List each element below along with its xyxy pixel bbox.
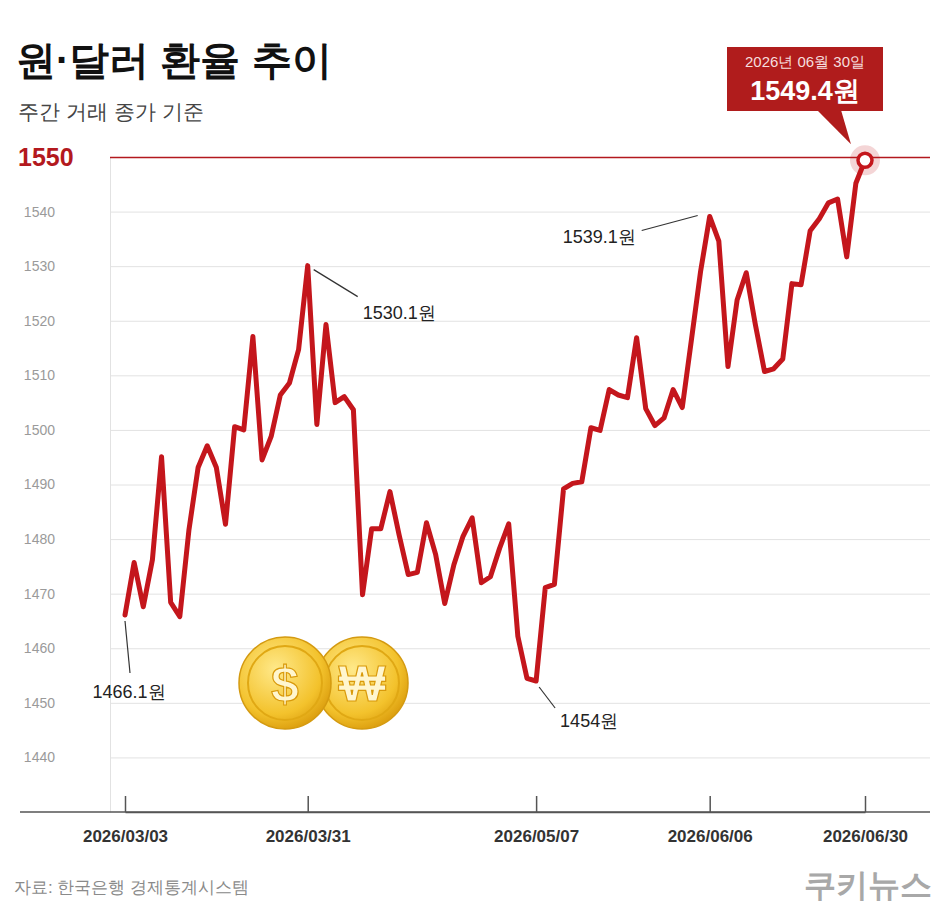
x-tick: 2026/05/07 [494,796,579,846]
y-tick: 1440 [24,749,930,765]
annotation-label: 1530.1원 [363,303,436,323]
coin-body [239,637,331,729]
source: 자료: 한국은행 경제통계시스템 [14,878,249,897]
grid-line [110,703,930,704]
y-tick: 1520 [24,313,930,329]
x-axis-line [126,812,866,814]
x-tick-mark [709,796,711,812]
callout: 2026년 06월 30일 1549.4원 [727,47,883,175]
y-tick-label: 1550 [18,143,74,171]
grid-line [110,485,930,486]
x-tick-mark [865,796,867,812]
x-tick-mark [536,796,538,812]
highlight-glow [850,145,880,175]
coin-rim [325,646,399,720]
callout-box [727,47,883,111]
y-tick: 1550 [18,143,930,171]
y-tick-label: 1460 [24,640,55,656]
grid-line [110,212,930,213]
y-tick-label: 1480 [24,531,55,547]
x-tick-mark [307,796,309,812]
x-tick-label: 2026/06/30 [823,827,908,846]
y-tick-label: 1540 [24,204,55,220]
y-tick-label: 1490 [24,476,55,492]
annotation-label: 1539.1원 [563,227,636,247]
y-axis: 1440 1450 1460 1470 1480 1490 1500 1510 1520 1530… [18,143,930,813]
y-tick-label: 1500 [24,422,55,438]
y-tick: 1470 [24,586,930,602]
coin-symbol: ₩ [338,656,386,712]
y-tick-label: 1470 [24,586,55,602]
subtitle: 주간 거래 종가 기준 [18,100,204,123]
reference-line [110,157,930,159]
y-tick-label: 1440 [24,749,55,765]
coins: ₩$ [239,637,408,729]
coin-rim [248,646,322,720]
coin-symbol: $ [271,656,299,712]
callout-value: 1549.4원 [750,76,860,106]
y-tick-label: 1450 [24,695,55,711]
leader-line [125,621,130,673]
y-tick: 1540 [24,204,930,220]
x-tick-label: 2026/06/06 [668,827,753,846]
x-tick: 2026/03/31 [266,796,351,846]
callout-pointer [817,110,851,144]
grid-line [110,539,930,540]
highlight-point [858,153,872,167]
x-tick-label: 2026/05/07 [494,827,579,846]
y-tick: 1500 [24,422,930,438]
grid-line [110,594,930,595]
y-tick: 1530 [24,258,930,274]
x-axis: 2026/03/03 2026/03/31 2026/05/07 2026/06/06… [83,796,908,846]
leader-line [539,687,555,708]
plot-area [125,160,865,681]
y-tick-label: 1520 [24,313,55,329]
x-tick: 2026/06/30 [823,796,908,846]
grid-line [110,757,930,758]
y-tick: 1460 [24,640,930,656]
brand: 쿠키뉴스 [804,867,932,903]
x-tick-label: 2026/03/03 [83,827,168,846]
y-tick: 1510 [24,367,930,383]
x-tick: 2026/06/06 [668,796,753,846]
x-baseline [20,811,930,813]
annotation-label: 1454원 [560,711,618,731]
annotation-label: 1466.1원 [92,682,165,702]
y-tick-label: 1530 [24,258,55,274]
grid-line [110,266,930,267]
leader-line [642,215,698,230]
grid-line [110,321,930,322]
title: 원·달러 환율 추이 [16,38,332,82]
callout-date: 2026년 06월 30일 [745,53,865,70]
grid-line [110,375,930,376]
x-tick: 2026/03/03 [83,796,168,846]
annotations: 1466.1원 1530.1원 1454원 1539.1원 [92,215,697,731]
x-tick-label: 2026/03/31 [266,827,351,846]
leader-line [314,270,358,297]
data-line [125,160,865,681]
y-tick-label: 1510 [24,367,55,383]
coin: $ [239,637,331,729]
x-tick-mark [125,796,127,812]
